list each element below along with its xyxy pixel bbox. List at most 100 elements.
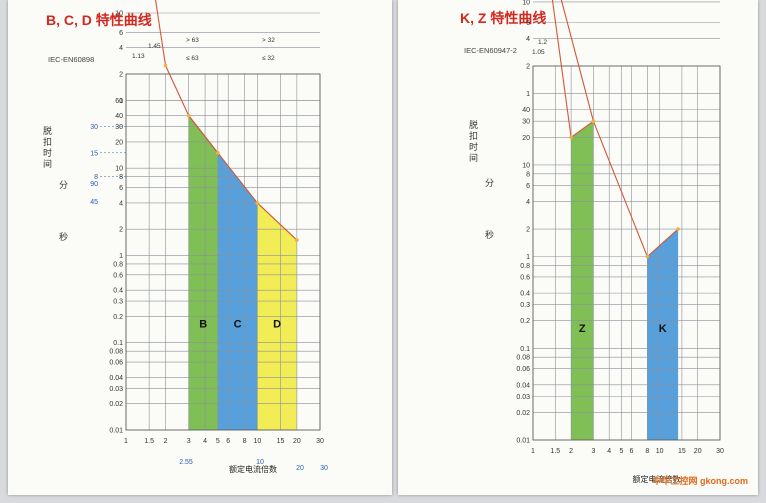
band-B <box>188 115 218 430</box>
minute-mark: 90 <box>90 181 98 188</box>
y-tick-label: 20 <box>522 135 530 142</box>
point-C <box>186 113 191 118</box>
y-tick-label: 0.01 <box>109 428 123 435</box>
bcd-chart-panel: B, C, D 特性曲线 IEC-EN60898 脱扣时间 分 秒 0.01 0.… <box>8 0 392 495</box>
x-tick-label: 8 <box>243 438 247 445</box>
y-tick-label: 8 <box>526 171 530 178</box>
point-K <box>645 254 650 259</box>
x-tick-label: 15 <box>678 448 686 455</box>
point-K <box>591 119 596 123</box>
second-mark: 8 <box>94 174 98 181</box>
y-tick-label: 0.03 <box>109 386 123 393</box>
y-tick-label: 10 <box>522 0 530 6</box>
x-tick-label: 5 <box>216 438 220 445</box>
top-label: 1.13 <box>132 53 145 60</box>
top-label: > 63 <box>186 37 199 44</box>
extra-x-label: 10 <box>256 459 264 466</box>
chart-frame <box>125 73 321 431</box>
kz-chart-svg: 0.01 0.02 0.03 0.04 0.06 0.08 0.1 0.2 0.3 0.4 0.6 0… <box>516 0 724 484</box>
x-tick-label: 20 <box>293 438 301 445</box>
band-label-B: B <box>199 318 207 330</box>
kz-second-unit: 秒 <box>484 230 494 240</box>
y-tick-label: 40 <box>115 113 123 120</box>
y-tick-label: 0.06 <box>109 360 123 367</box>
y-tick-label: 6 <box>526 183 530 190</box>
kz-chart-title: K, Z 特性曲线 <box>460 10 547 26</box>
y-tick-label: 0.02 <box>109 401 123 408</box>
chart-frame <box>532 65 721 441</box>
band-label-K: K <box>659 323 667 335</box>
x-tick-label: 30 <box>716 448 724 455</box>
band-label-Z: Z <box>579 323 586 335</box>
y-tick-label: 0.4 <box>113 288 123 295</box>
y-tick-label: 30 <box>522 119 530 126</box>
y-tick-label: 8 <box>119 174 123 181</box>
x-tick-label: 4 <box>607 448 611 455</box>
band-C <box>217 152 258 430</box>
x-tick-label: 1.5 <box>144 438 154 445</box>
kz-standard-label: IEC-EN60947-2 <box>464 46 517 55</box>
y-tick-label: 0.03 <box>516 394 530 401</box>
x-tick-label: 1 <box>124 438 128 445</box>
y-tick-label: 0.04 <box>516 382 530 389</box>
y-tick-label: 6 <box>119 185 123 192</box>
bcd-chart-svg: 0.01 0.02 0.03 0.04 0.06 0.08 0.1 0.2 0.3 0.4 0.6 0… <box>90 0 328 474</box>
y-tick-label: 4 <box>119 45 123 52</box>
top-label: 1.05 <box>532 49 545 56</box>
x-tick-label: 30 <box>316 438 324 445</box>
x-tick-label: 20 <box>694 448 702 455</box>
y-tick-label: 6 <box>526 20 530 27</box>
x-axis-title: 额定电流倍数 <box>633 474 681 484</box>
y-tick-label: 4 <box>526 36 530 43</box>
extra-x-label: 20 <box>296 465 304 472</box>
bcd-standard-label: IEC-EN60898 <box>48 55 95 64</box>
y-tick-label: 0.8 <box>113 261 123 268</box>
y-tick-label: 60 <box>115 98 123 105</box>
y-tick-label: 0.04 <box>109 375 123 382</box>
x-tick-label: 2 <box>569 448 573 455</box>
bcd-chart-title: B, C, D 特性曲线 <box>46 12 152 28</box>
top-label: 1.2 <box>538 39 547 46</box>
watermark: 中华工控网 gkong.com <box>652 476 748 486</box>
y-tick-label: 4 <box>526 199 530 206</box>
kz-chart-panel: K, Z 特性曲线 IEC-EN60947-2 脱扣时间 分 秒 0.01 0.0… <box>398 0 758 495</box>
bcd-minute-unit: 分 <box>58 180 68 190</box>
point-K <box>676 227 680 231</box>
y-tick-label: 0.2 <box>520 318 530 325</box>
y-tick-label: 0.06 <box>516 366 530 373</box>
x-tick-label: 3 <box>591 448 595 455</box>
second-mark: 30 <box>90 124 98 131</box>
y-tick-label: 1 <box>526 254 530 261</box>
y-tick-label: 0.3 <box>113 299 123 306</box>
curve-D <box>256 202 298 241</box>
top-label: ≤ 32 <box>262 55 275 62</box>
y-tick-label: 4 <box>119 200 123 207</box>
x-tick-label: 6 <box>226 438 230 445</box>
point-D <box>255 201 260 205</box>
band-Z <box>571 121 594 440</box>
y-tick-label: 0.02 <box>516 410 530 417</box>
y-tick-label: 0.6 <box>113 272 123 279</box>
extra-x-label: 30 <box>320 465 328 472</box>
x-tick-label: 10 <box>656 448 664 455</box>
x-tick-label: 1.5 <box>550 448 560 455</box>
x-axis-title: 额定电流倍数 <box>229 464 277 474</box>
y-tick-label: 0.1 <box>113 340 123 347</box>
x-tick-label: 2 <box>164 438 168 445</box>
x-tick-label: 5 <box>620 448 624 455</box>
y-tick-label: 0.3 <box>520 302 530 309</box>
x-tick-label: 4 <box>203 438 207 445</box>
band-label-C: C <box>234 318 242 330</box>
top-label: ≤ 63 <box>186 55 199 62</box>
y-tick-label: 0.6 <box>520 274 530 281</box>
x-tick-label: 6 <box>630 448 634 455</box>
y-tick-label: 0.2 <box>113 314 123 321</box>
curve-Z <box>551 0 594 139</box>
point-Z <box>569 135 573 140</box>
y-tick-label: 40 <box>522 107 530 114</box>
y-tick-label: 2 <box>526 227 530 234</box>
bcd-second-unit: 秒 <box>58 232 68 242</box>
kz-minute-unit: 分 <box>484 178 494 188</box>
band-label-D: D <box>273 318 281 330</box>
band-K <box>647 229 679 440</box>
